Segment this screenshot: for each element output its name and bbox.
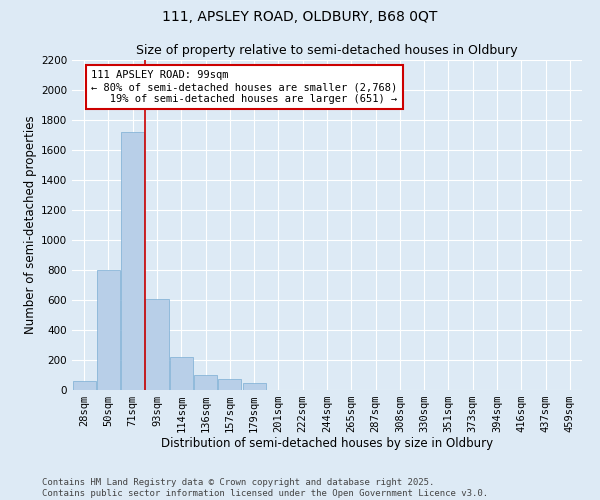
- Text: Contains HM Land Registry data © Crown copyright and database right 2025.
Contai: Contains HM Land Registry data © Crown c…: [42, 478, 488, 498]
- Bar: [145, 298, 169, 390]
- Text: 111 APSLEY ROAD: 99sqm
← 80% of semi-detached houses are smaller (2,768)
   19% : 111 APSLEY ROAD: 99sqm ← 80% of semi-det…: [91, 70, 398, 104]
- Bar: [121, 132, 144, 390]
- X-axis label: Distribution of semi-detached houses by size in Oldbury: Distribution of semi-detached houses by …: [161, 436, 493, 450]
- Bar: [170, 357, 193, 390]
- Y-axis label: Number of semi-detached properties: Number of semi-detached properties: [24, 116, 37, 334]
- Title: Size of property relative to semi-detached houses in Oldbury: Size of property relative to semi-detach…: [136, 44, 518, 58]
- Bar: [242, 382, 266, 390]
- Bar: [218, 379, 241, 390]
- Bar: [194, 375, 217, 390]
- Bar: [73, 381, 95, 390]
- Bar: [97, 270, 120, 390]
- Text: 111, APSLEY ROAD, OLDBURY, B68 0QT: 111, APSLEY ROAD, OLDBURY, B68 0QT: [163, 10, 437, 24]
